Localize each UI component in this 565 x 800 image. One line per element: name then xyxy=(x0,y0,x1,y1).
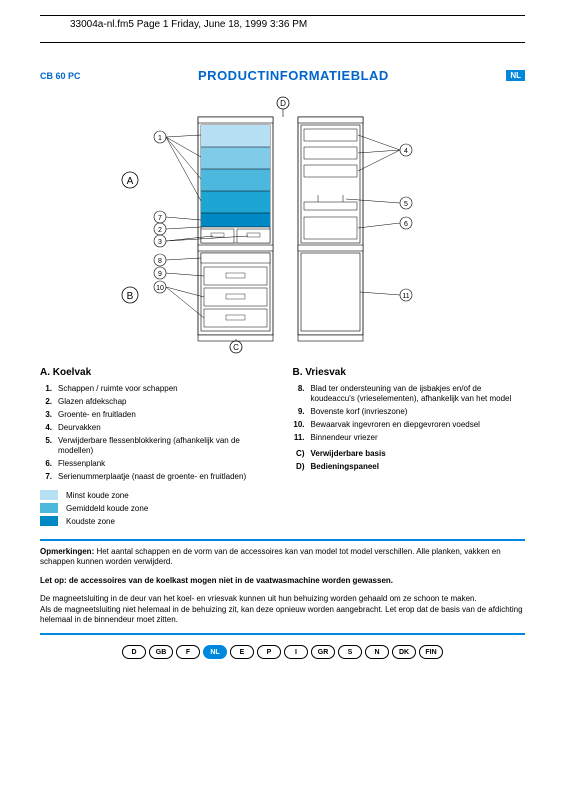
fridge-diagram: D xyxy=(88,95,478,355)
svg-text:11: 11 xyxy=(402,293,409,300)
legend-item: Koudste zone xyxy=(40,516,273,526)
svg-text:6: 6 xyxy=(404,221,408,228)
svg-text:1: 1 xyxy=(158,135,162,142)
language-pill-e[interactable]: E xyxy=(230,645,254,659)
list-item: D)Bedieningspaneel xyxy=(293,462,526,472)
list-item: 4.Deurvakken xyxy=(40,423,273,433)
language-pill-gb[interactable]: GB xyxy=(149,645,173,659)
page-header: 33004a-nl.fm5 Page 1 Friday, June 18, 19… xyxy=(40,15,525,43)
description-columns: A. Koelvak 1.Schappen / ruimte voor scha… xyxy=(40,367,525,529)
language-pill-f[interactable]: F xyxy=(176,645,200,659)
svg-text:C: C xyxy=(233,343,239,352)
divider-bottom xyxy=(40,633,525,635)
language-pill-gr[interactable]: GR xyxy=(311,645,335,659)
svg-text:D: D xyxy=(280,99,286,108)
divider xyxy=(40,539,525,541)
language-pill-p[interactable]: P xyxy=(257,645,281,659)
notes-body: De magneetsluiting in de deur van het ko… xyxy=(40,594,525,625)
svg-text:7: 7 xyxy=(158,215,162,222)
list-item: 10.Bewaarvak ingevroren en diepgevroren … xyxy=(293,420,526,430)
notes-warning: Let op: de accessoires van de koelkast m… xyxy=(40,576,525,586)
column-b: B. Vriesvak 8.Blad ter ondersteuning van… xyxy=(293,367,526,529)
language-selector: DGBFNLEPIGRSNDKFIN xyxy=(40,645,525,659)
column-a: A. Koelvak 1.Schappen / ruimte voor scha… xyxy=(40,367,273,529)
language-pill-i[interactable]: I xyxy=(284,645,308,659)
list-item: 11.Binnendeur vriezer xyxy=(293,433,526,443)
language-pill-nl[interactable]: NL xyxy=(203,645,227,659)
svg-text:8: 8 xyxy=(158,258,162,265)
svg-text:5: 5 xyxy=(404,201,408,208)
svg-text:10: 10 xyxy=(156,285,164,292)
model-code: CB 60 PC xyxy=(40,71,81,81)
svg-text:4: 4 xyxy=(404,148,408,155)
language-pill-s[interactable]: S xyxy=(338,645,362,659)
svg-text:2: 2 xyxy=(158,227,162,234)
list-item: 5.Verwijderbare flessenblokkering (afhan… xyxy=(40,436,273,456)
section-a-title: A. Koelvak xyxy=(40,367,273,378)
notes-remarks: Opmerkingen: Het aantal schappen en de v… xyxy=(40,547,525,568)
svg-text:B: B xyxy=(126,291,133,302)
svg-text:9: 9 xyxy=(158,271,162,278)
language-pill-dk[interactable]: DK xyxy=(392,645,416,659)
language-badge: NL xyxy=(506,70,525,81)
list-item: 2.Glazen afdekschap xyxy=(40,397,273,407)
list-item: C)Verwijderbare basis xyxy=(293,449,526,459)
list-item: 9.Bovenste korf (invrieszone) xyxy=(293,407,526,417)
list-item: 6.Flessenplank xyxy=(40,459,273,469)
svg-text:3: 3 xyxy=(158,239,162,246)
temperature-legend: Minst koude zone Gemiddeld koude zone Koud… xyxy=(40,490,273,526)
language-pill-d[interactable]: D xyxy=(122,645,146,659)
list-item: 3.Groente- en fruitladen xyxy=(40,410,273,420)
list-item: 8.Blad ter ondersteuning van de ijsbakje… xyxy=(293,384,526,404)
legend-item: Gemiddeld koude zone xyxy=(40,503,273,513)
svg-text:A: A xyxy=(126,176,133,187)
language-pill-fin[interactable]: FIN xyxy=(419,645,443,659)
section-b-title: B. Vriesvak xyxy=(293,367,526,378)
diagram-container: D xyxy=(40,95,525,355)
language-pill-n[interactable]: N xyxy=(365,645,389,659)
legend-item: Minst koude zone xyxy=(40,490,273,500)
list-item: 7.Serienummerplaatje (naast de groente- … xyxy=(40,472,273,482)
title-row: CB 60 PC PRODUCTINFORMATIEBLAD NL xyxy=(40,68,525,83)
list-item: 1.Schappen / ruimte voor schappen xyxy=(40,384,273,394)
page-title: PRODUCTINFORMATIEBLAD xyxy=(198,68,389,83)
